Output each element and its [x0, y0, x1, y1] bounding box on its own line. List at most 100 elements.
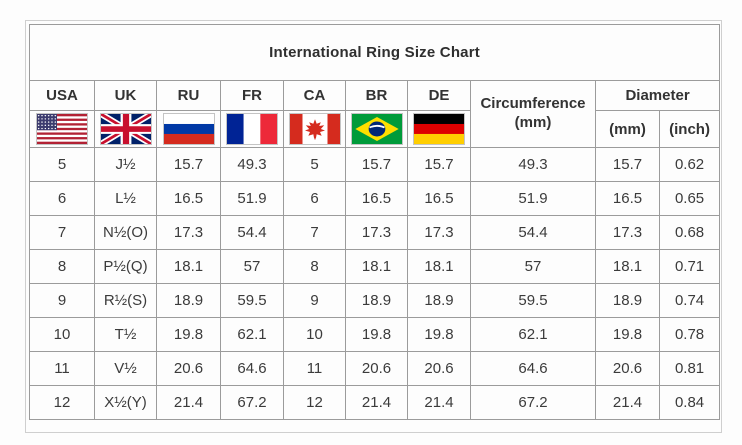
table-cell: V½ [94, 351, 157, 386]
table-cell: 0.62 [658, 147, 721, 182]
table-cell: J½ [94, 147, 157, 182]
table-cell: 18.9 [156, 283, 221, 318]
col-header-fr: FR [220, 80, 284, 111]
table-cell: 5 [283, 147, 346, 182]
table-cell: 15.7 [156, 147, 221, 182]
diameter-unit-mm: (mm) [595, 110, 660, 148]
table-cell: 12 [29, 385, 95, 420]
table-cell: 57 [470, 249, 596, 284]
table-cell: 19.8 [595, 317, 660, 352]
col-header-usa: USA [29, 80, 95, 111]
table-row: 7 N½(O) 17.3 54.4 7 17.3 17.3 54.4 17.3 0.68 [29, 215, 721, 250]
table-cell: 7 [29, 215, 95, 250]
table-cell: 17.3 [156, 215, 221, 250]
table-cell: 0.68 [658, 215, 721, 250]
table-cell: 16.5 [595, 181, 660, 216]
table-row: 6 L½ 16.5 51.9 6 16.5 16.5 51.9 16.5 0.65 [29, 181, 721, 216]
table-cell: 18.1 [156, 249, 221, 284]
table-cell: 67.2 [470, 385, 596, 420]
table-cell: 0.84 [658, 385, 721, 420]
table-cell: 0.71 [658, 249, 721, 284]
table-cell: 6 [29, 181, 95, 216]
table-cell: 12 [283, 385, 346, 420]
page-title: International Ring Size Chart [28, 24, 721, 81]
table-cell: 16.5 [407, 181, 471, 216]
title-row: International Ring Size Chart [28, 24, 721, 81]
table-cell: 10 [283, 317, 346, 352]
table-cell: 62.1 [470, 317, 596, 352]
table-cell: P½(Q) [94, 249, 157, 284]
table-cell: 54.4 [220, 215, 284, 250]
table-cell: 21.4 [345, 385, 408, 420]
table-cell: 49.3 [220, 147, 284, 182]
diameter-unit-inch: (inch) [658, 110, 721, 148]
table-cell: 57 [220, 249, 284, 284]
table-cell: 51.9 [220, 181, 284, 216]
table-cell: 62.1 [220, 317, 284, 352]
table-cell: 54.4 [470, 215, 596, 250]
col-header-ru: RU [156, 80, 221, 111]
table-cell: 0.78 [658, 317, 721, 352]
table-cell: R½(S) [94, 283, 157, 318]
table-cell: X½(Y) [94, 385, 157, 420]
chart-frame: International Ring Size Chart USA UK RU … [25, 20, 722, 433]
russia-flag [162, 113, 215, 145]
col-header-diameter: Diameter [594, 80, 721, 111]
usa-flag [36, 113, 88, 145]
table-cell: 10 [29, 317, 95, 352]
table-cell: 59.5 [470, 283, 596, 318]
table-row: 11 V½ 20.6 64.6 11 20.6 20.6 64.6 20.6 0.81 [29, 351, 721, 386]
table-cell: 0.65 [658, 181, 721, 216]
table-cell: 9 [283, 283, 346, 318]
table-cell: 20.6 [345, 351, 408, 386]
table-cell: 9 [29, 283, 95, 318]
table-cell: 18.9 [345, 283, 408, 318]
table-cell: 59.5 [220, 283, 284, 318]
table-cell: 6 [283, 181, 346, 216]
table-cell: 11 [283, 351, 346, 386]
table-cell: 18.9 [595, 283, 660, 318]
france-flag [226, 113, 278, 145]
brazil-flag [350, 113, 403, 145]
uk-flag [99, 113, 152, 145]
column-header-row: USA UK RU FR CA BR DE Circumference (mm)… [29, 80, 721, 148]
table-cell: 0.81 [658, 351, 721, 386]
table-cell: 11 [29, 351, 95, 386]
table-cell: 15.7 [345, 147, 408, 182]
table-cell: 20.6 [407, 351, 471, 386]
table-cell: 15.7 [595, 147, 660, 182]
table-row: 9 R½(S) 18.9 59.5 9 18.9 18.9 59.5 18.9 0.74 [29, 283, 721, 318]
table-row: 12 X½(Y) 21.4 67.2 12 21.4 21.4 67.2 21.4 0.84 [29, 385, 721, 420]
table-cell: 18.1 [345, 249, 408, 284]
flags-row: (mm) (inch) [29, 110, 721, 148]
table-cell: 19.8 [156, 317, 221, 352]
table-cell: 8 [283, 249, 346, 284]
col-header-br: BR [345, 80, 408, 111]
col-header-ca: CA [283, 80, 346, 111]
table-cell: 16.5 [345, 181, 408, 216]
table-row: 5 J½ 15.7 49.3 5 15.7 15.7 49.3 15.7 0.62 [29, 147, 721, 182]
table-cell: 21.4 [156, 385, 221, 420]
table-cell: 7 [283, 215, 346, 250]
table-cell: L½ [94, 181, 157, 216]
table-cell: 18.1 [595, 249, 660, 284]
table-cell: 17.3 [407, 215, 471, 250]
table-cell: 17.3 [595, 215, 660, 250]
table-cell: 19.8 [345, 317, 408, 352]
table-cell: 8 [29, 249, 95, 284]
table-cell: 0.74 [658, 283, 721, 318]
table-row: 10 T½ 19.8 62.1 10 19.8 19.8 62.1 19.8 0.78 [29, 317, 721, 352]
col-header-uk: UK [94, 80, 157, 111]
ring-size-table: International Ring Size Chart USA UK RU … [28, 24, 721, 420]
table-cell: 67.2 [220, 385, 284, 420]
table-cell: 19.8 [407, 317, 471, 352]
table-cell: 64.6 [470, 351, 596, 386]
table-cell: 21.4 [595, 385, 660, 420]
table-cell: 64.6 [220, 351, 284, 386]
table-row: 8 P½(Q) 18.1 57 8 18.1 18.1 57 18.1 0.71 [29, 249, 721, 284]
table-cell: 20.6 [156, 351, 221, 386]
germany-flag [413, 113, 465, 145]
table-cell: 49.3 [470, 147, 596, 182]
table-cell: T½ [94, 317, 157, 352]
table-cell: 21.4 [407, 385, 471, 420]
